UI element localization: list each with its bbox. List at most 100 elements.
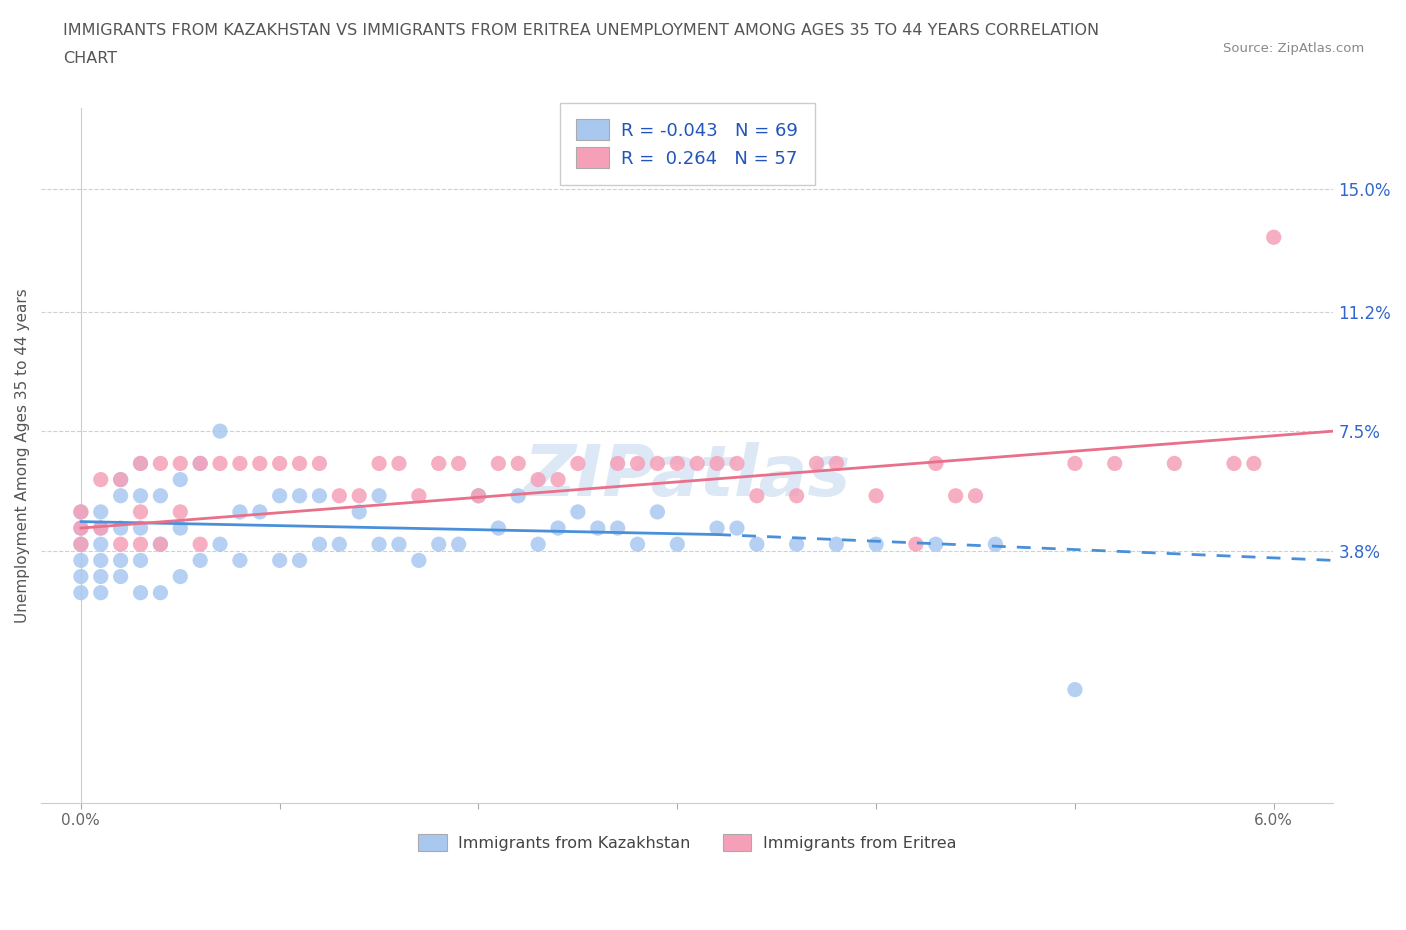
Point	[110, 472, 132, 487]
Point	[129, 456, 152, 471]
Point	[70, 521, 93, 536]
Point	[169, 472, 191, 487]
Point	[269, 553, 291, 568]
Point	[965, 488, 987, 503]
Point	[149, 488, 172, 503]
Point	[249, 456, 271, 471]
Point	[547, 472, 569, 487]
Point	[288, 456, 311, 471]
Point	[70, 504, 93, 519]
Point	[308, 537, 330, 551]
Point	[427, 456, 450, 471]
Point	[328, 488, 350, 503]
Point	[1064, 683, 1087, 698]
Point	[606, 456, 628, 471]
Point	[308, 456, 330, 471]
Point	[368, 488, 391, 503]
Point	[90, 553, 112, 568]
Point	[368, 537, 391, 551]
Point	[786, 488, 808, 503]
Point	[229, 504, 252, 519]
Point	[447, 537, 470, 551]
Point	[725, 521, 748, 536]
Point	[467, 488, 489, 503]
Point	[586, 521, 609, 536]
Point	[925, 456, 948, 471]
Point	[447, 456, 470, 471]
Point	[209, 537, 232, 551]
Point	[249, 504, 271, 519]
Point	[149, 537, 172, 551]
Point	[408, 553, 430, 568]
Point	[408, 488, 430, 503]
Point	[110, 569, 132, 584]
Point	[626, 537, 648, 551]
Point	[110, 537, 132, 551]
Point	[328, 537, 350, 551]
Point	[129, 537, 152, 551]
Point	[745, 488, 768, 503]
Point	[129, 504, 152, 519]
Point	[169, 521, 191, 536]
Point	[1223, 456, 1246, 471]
Point	[865, 488, 887, 503]
Point	[149, 537, 172, 551]
Point	[269, 488, 291, 503]
Point	[706, 456, 728, 471]
Point	[825, 456, 848, 471]
Point	[904, 537, 927, 551]
Point	[388, 456, 411, 471]
Point	[229, 456, 252, 471]
Point	[1104, 456, 1126, 471]
Point	[865, 537, 887, 551]
Point	[90, 585, 112, 600]
Point	[486, 456, 509, 471]
Point	[647, 456, 669, 471]
Point	[686, 456, 709, 471]
Point	[188, 553, 211, 568]
Point	[1064, 456, 1087, 471]
Text: Source: ZipAtlas.com: Source: ZipAtlas.com	[1223, 42, 1364, 55]
Y-axis label: Unemployment Among Ages 35 to 44 years: Unemployment Among Ages 35 to 44 years	[15, 288, 30, 623]
Point	[90, 521, 112, 536]
Point	[527, 537, 550, 551]
Point	[209, 424, 232, 439]
Point	[169, 456, 191, 471]
Point	[647, 504, 669, 519]
Point	[427, 537, 450, 551]
Point	[527, 472, 550, 487]
Point	[70, 553, 93, 568]
Point	[547, 521, 569, 536]
Point	[90, 521, 112, 536]
Point	[70, 504, 93, 519]
Text: IMMIGRANTS FROM KAZAKHSTAN VS IMMIGRANTS FROM ERITREA UNEMPLOYMENT AMONG AGES 35: IMMIGRANTS FROM KAZAKHSTAN VS IMMIGRANTS…	[63, 23, 1099, 38]
Point	[626, 456, 648, 471]
Point	[90, 504, 112, 519]
Point	[945, 488, 967, 503]
Legend: Immigrants from Kazakhstan, Immigrants from Eritrea: Immigrants from Kazakhstan, Immigrants f…	[412, 828, 963, 857]
Point	[209, 456, 232, 471]
Point	[129, 456, 152, 471]
Point	[508, 488, 530, 503]
Point	[90, 569, 112, 584]
Point	[1163, 456, 1185, 471]
Point	[567, 456, 589, 471]
Point	[825, 537, 848, 551]
Point	[90, 537, 112, 551]
Point	[149, 456, 172, 471]
Point	[606, 521, 628, 536]
Point	[188, 537, 211, 551]
Point	[70, 569, 93, 584]
Point	[806, 456, 828, 471]
Point	[70, 521, 93, 536]
Point	[666, 537, 689, 551]
Point	[786, 537, 808, 551]
Point	[347, 504, 370, 519]
Text: ZIPatlas: ZIPatlas	[523, 442, 851, 511]
Point	[70, 537, 93, 551]
Point	[288, 553, 311, 568]
Point	[368, 456, 391, 471]
Point	[70, 585, 93, 600]
Point	[129, 488, 152, 503]
Point	[188, 456, 211, 471]
